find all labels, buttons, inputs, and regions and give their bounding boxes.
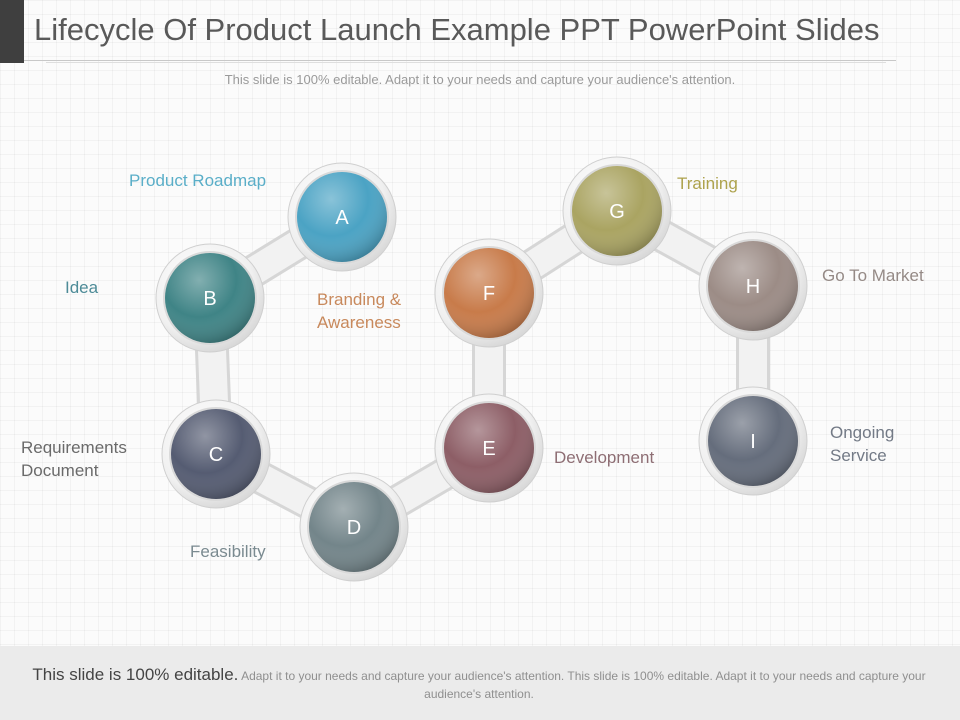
- node-c-label-line: Requirements: [21, 438, 127, 457]
- node-a-shading: [297, 172, 387, 262]
- node-g-shading: [572, 166, 662, 256]
- subtitle: This slide is 100% editable. Adapt it to…: [224, 72, 736, 87]
- node-i: I: [698, 386, 808, 496]
- title-divider-secondary: [46, 62, 886, 63]
- node-i-label: Ongoing Service: [830, 421, 894, 467]
- node-e: E: [434, 393, 544, 503]
- node-i-label-line: Ongoing: [830, 423, 895, 442]
- diagram-nodes: A B C D E F G H I: [155, 156, 808, 582]
- node-g-label: Training: [677, 174, 738, 193]
- node-c-letter: C: [209, 444, 223, 466]
- page-title: Lifecycle Of Product Launch Example PPT …: [34, 12, 880, 47]
- node-e-letter: E: [482, 438, 495, 460]
- node-d-shading: [309, 482, 399, 572]
- node-b-shading: [165, 253, 255, 343]
- node-a-letter: A: [335, 207, 349, 229]
- title-divider: [24, 60, 896, 61]
- footer-lead: This slide is 100% editable.: [32, 665, 239, 684]
- node-b-label: Idea: [65, 278, 99, 297]
- node-i-letter: I: [750, 431, 756, 453]
- title-accent-bar: [0, 0, 24, 63]
- node-b: B: [155, 243, 265, 353]
- node-f: F: [434, 238, 544, 348]
- node-a: A: [287, 162, 397, 272]
- node-b-letter: B: [203, 288, 216, 310]
- footer-text: This slide is 100% editable. Adapt it to…: [22, 666, 936, 703]
- node-h-label: Go To Market: [822, 266, 924, 285]
- footer: This slide is 100% editable. Adapt it to…: [0, 646, 960, 720]
- node-i-shading: [708, 396, 798, 486]
- node-d: D: [299, 472, 409, 582]
- footer-body: Adapt it to your needs and capture your …: [238, 669, 926, 701]
- node-c: C: [161, 399, 271, 509]
- node-e-shading: [444, 403, 534, 493]
- node-f-label-line: Branding &: [317, 290, 402, 309]
- node-i-label-line: Service: [830, 446, 887, 465]
- node-a-label: Product Roadmap: [129, 171, 267, 190]
- node-f-letter: F: [483, 283, 495, 305]
- node-f-label-line: Awareness: [317, 313, 401, 332]
- node-c-shading: [171, 409, 261, 499]
- node-g: G: [562, 156, 672, 266]
- node-f-shading: [444, 248, 534, 338]
- node-c-label-line: Document: [21, 461, 99, 480]
- node-h-shading: [708, 241, 798, 331]
- node-d-label: Feasibility: [190, 542, 266, 561]
- node-c-label: Requirements Document: [21, 436, 127, 482]
- node-h: H: [698, 231, 808, 341]
- node-d-letter: D: [347, 517, 361, 539]
- node-e-label: Development: [554, 448, 655, 467]
- node-g-letter: G: [609, 201, 625, 223]
- node-f-label: Branding & Awareness: [317, 288, 401, 334]
- node-h-letter: H: [746, 276, 760, 298]
